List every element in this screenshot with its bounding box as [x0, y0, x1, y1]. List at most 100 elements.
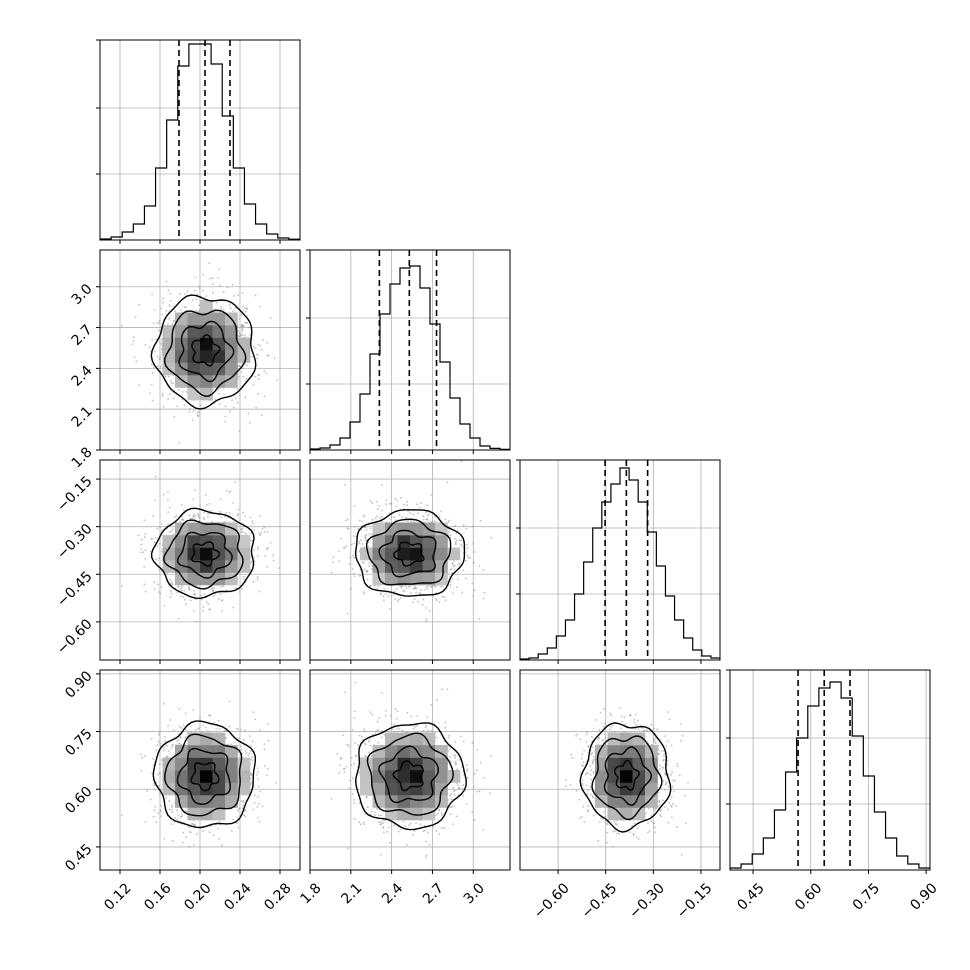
contour-level-2	[366, 732, 454, 816]
sample-point	[159, 358, 161, 361]
sample-point	[160, 586, 163, 588]
sample-point	[380, 691, 383, 694]
ytick-label-1-0: 1.8	[69, 444, 96, 471]
sample-point	[256, 353, 258, 356]
sample-point	[224, 405, 227, 407]
sample-point	[652, 727, 655, 730]
hist-panel-2	[516, 459, 721, 664]
sample-point	[197, 414, 200, 417]
sample-point	[179, 588, 182, 590]
sample-point	[653, 809, 656, 812]
sample-point	[662, 754, 665, 757]
sample-point	[159, 742, 161, 745]
sample-point	[253, 801, 256, 804]
sample-point	[232, 818, 234, 821]
sample-point	[449, 760, 452, 763]
sample-point	[254, 375, 257, 378]
contour-level-1	[378, 529, 437, 578]
sample-point	[471, 582, 474, 585]
sample-point	[221, 844, 223, 846]
sample-point	[198, 516, 201, 519]
sample-point	[225, 729, 227, 732]
sample-point	[462, 740, 465, 743]
sample-point	[158, 329, 161, 332]
sample-point	[168, 800, 171, 802]
sample-point	[404, 585, 407, 587]
sample-point	[177, 389, 180, 391]
sample-point	[425, 607, 428, 609]
sample-point	[653, 741, 656, 744]
contour-level-1	[378, 745, 440, 804]
sample-point	[200, 594, 203, 597]
sample-point	[237, 513, 239, 515]
density-cell	[595, 770, 608, 783]
sample-point	[425, 856, 427, 859]
sample-point	[217, 719, 220, 722]
sample-point	[366, 569, 368, 572]
sample-point	[340, 537, 343, 540]
sample-point	[353, 542, 355, 545]
sample-point	[602, 739, 605, 741]
sample-point	[172, 320, 175, 323]
sample-point	[368, 738, 371, 741]
density-cell	[212, 795, 226, 808]
sample-point	[137, 534, 140, 537]
sample-point	[441, 814, 443, 816]
sample-point	[449, 794, 452, 797]
sample-point	[250, 532, 252, 535]
sample-point	[455, 539, 458, 542]
sample-point	[342, 734, 345, 737]
sample-point	[668, 801, 671, 804]
sample-point	[489, 792, 492, 795]
sample-point	[266, 531, 269, 533]
sample-point	[358, 542, 361, 545]
sample-point	[239, 365, 241, 368]
sample-point	[218, 728, 221, 730]
sample-point	[441, 827, 443, 830]
sample-point	[663, 789, 666, 791]
sample-point	[610, 714, 613, 717]
sample-point	[667, 663, 669, 665]
sample-point	[416, 725, 418, 728]
sample-point	[343, 771, 346, 773]
sample-point	[204, 593, 206, 596]
sample-point	[383, 733, 386, 736]
density-cell	[397, 745, 411, 758]
sample-point	[257, 374, 260, 377]
sample-point	[410, 520, 413, 523]
sample-point	[408, 586, 410, 588]
density-cell	[385, 795, 398, 808]
sample-point	[207, 515, 209, 518]
sample-point	[189, 517, 192, 520]
sample-point	[581, 779, 584, 782]
sample-point	[241, 367, 244, 370]
density-cell	[607, 770, 621, 783]
sample-point	[181, 814, 183, 816]
sample-point	[167, 724, 169, 727]
sample-point	[653, 738, 655, 741]
sample-point	[373, 585, 376, 588]
sample-point	[253, 549, 256, 551]
density-cell	[620, 732, 633, 746]
density-cell	[397, 547, 411, 561]
sample-point	[352, 554, 354, 557]
sample-point	[178, 707, 181, 710]
sample-point	[420, 502, 423, 504]
sample-point	[263, 395, 266, 398]
density-cell	[435, 770, 448, 783]
sample-point	[351, 729, 354, 731]
sample-point	[408, 824, 411, 827]
sample-point	[267, 767, 269, 770]
sample-point	[340, 756, 343, 759]
sample-point	[267, 547, 269, 549]
density-cell	[225, 560, 238, 573]
sample-point	[158, 763, 161, 765]
sample-point	[244, 396, 247, 399]
sample-point	[362, 514, 365, 517]
sample-point	[202, 516, 205, 519]
sample-point	[192, 513, 195, 516]
sample-point	[583, 821, 586, 823]
ytick-label-2-3: −0.15	[54, 473, 96, 515]
sample-point	[257, 555, 259, 558]
sample-point	[685, 822, 687, 825]
